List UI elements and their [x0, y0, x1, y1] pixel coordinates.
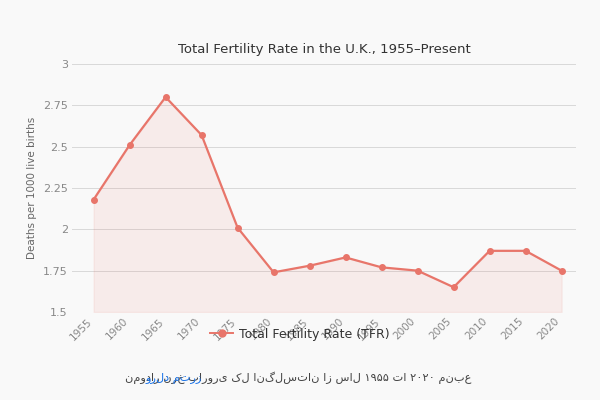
Legend: Total Fertility Rate (TFR): Total Fertility Rate (TFR) — [205, 323, 395, 346]
Text: ورلد مترز: ورلد مترز — [146, 373, 202, 384]
Title: Total Fertility Rate in the U.K., 1955–Present: Total Fertility Rate in the U.K., 1955–P… — [178, 43, 470, 56]
Text: نمودار نرخ باروری کل انگلستان از سال ۱۹۵۵ تا ۲۰۲۰ منبع: نمودار نرخ باروری کل انگلستان از سال ۱۹۵… — [125, 372, 475, 384]
Y-axis label: Deaths per 1000 live births: Deaths per 1000 live births — [28, 117, 37, 259]
